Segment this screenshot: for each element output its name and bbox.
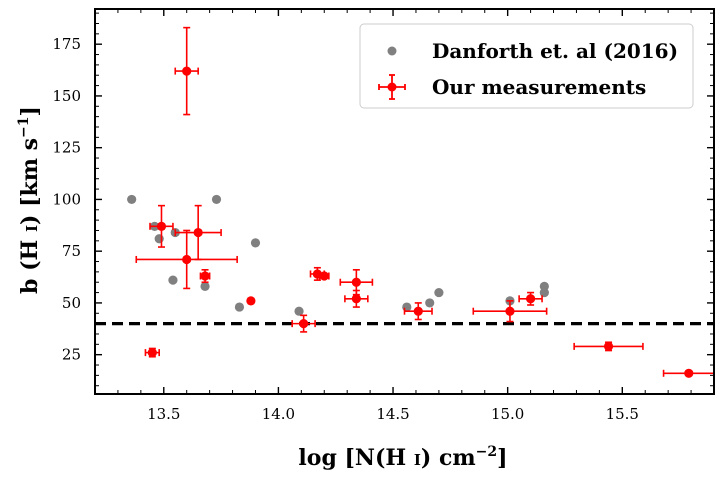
x-tick-label-1: 14.0 <box>262 405 295 423</box>
axes-layer: 13.5 14.0 14.5 15.0 15.5 25 50 75 100 125 150 175 <box>52 8 715 423</box>
measurement-marker-2 <box>182 66 192 76</box>
measurement-marker-1 <box>156 221 167 231</box>
measurement-marker-6 <box>246 296 256 306</box>
x-tick-label-4: 15.5 <box>606 405 639 423</box>
y-axis-title-roman-numeral: I <box>23 225 41 232</box>
x-axis-title-exponent: −2 <box>476 444 497 460</box>
measurement-marker-16 <box>684 368 694 378</box>
danforth-point-12 <box>434 287 444 298</box>
measurement-marker-9 <box>319 271 329 281</box>
measurement-marker-4 <box>193 227 203 238</box>
series-layer <box>127 26 715 378</box>
y-axis-title-exponent: −1 <box>16 116 32 137</box>
danforth-point-10 <box>402 302 412 312</box>
measurement-point-15 <box>573 341 644 352</box>
measurement-point-1 <box>149 204 174 248</box>
legend-label-ours: Our measurements <box>432 75 646 99</box>
measurement-point-13 <box>472 300 548 323</box>
measurement-point-12 <box>403 302 433 321</box>
y-tick-label-6: 175 <box>52 35 81 53</box>
x-axis-title-roman-numeral: I <box>414 451 421 469</box>
y-tick-label-5: 150 <box>52 87 81 105</box>
danforth-point-0 <box>127 194 137 205</box>
danforth-point-8 <box>250 238 261 248</box>
x-tick-label-3: 15.0 <box>491 405 524 423</box>
y-axis-title-part-2: ) [km s <box>17 138 43 225</box>
measurement-marker-7 <box>299 319 309 329</box>
y-tick-label-4: 125 <box>52 139 81 157</box>
measurement-marker-11 <box>351 294 361 304</box>
x-axis-title-part-2: ) cm <box>421 445 476 471</box>
y-tick-label-0: 25 <box>62 346 81 364</box>
measurement-marker-5 <box>200 271 210 281</box>
danforth-point-15 <box>539 287 549 298</box>
danforth-point-6 <box>211 194 222 205</box>
y-tick-label-2: 75 <box>62 242 81 260</box>
measurement-point-6 <box>246 296 256 306</box>
danforth-point-7 <box>234 302 245 312</box>
legend-label-danforth: Danforth et. al (2016) <box>432 39 678 63</box>
y-axis-title-part-1: b (H <box>17 232 43 294</box>
x-axis-title-part-3: ] <box>497 445 507 471</box>
y-tick-label-3: 100 <box>52 190 81 208</box>
measurement-marker-14 <box>525 294 536 304</box>
x-tick-label-0: 13.5 <box>147 405 180 423</box>
measurement-marker-12 <box>413 306 423 316</box>
danforth-point-11 <box>425 298 435 308</box>
y-axis-title: b (H I) [km s−1] <box>16 106 43 294</box>
danforth-point-9 <box>294 306 304 316</box>
danforth-point-2 <box>154 234 164 244</box>
measurement-point-16 <box>662 368 715 378</box>
legend-marker-ours <box>387 82 397 92</box>
measurement-point-0 <box>144 347 160 358</box>
x-axis-title: log [N(H I) cm−2] <box>298 444 507 471</box>
y-tick-label-1: 50 <box>62 294 81 312</box>
danforth-point-5 <box>200 281 210 291</box>
measurement-point-4 <box>174 204 222 261</box>
x-tick-label-2: 14.5 <box>376 405 409 423</box>
measurement-point-11 <box>344 289 369 308</box>
measurement-point-3 <box>135 229 238 290</box>
measurement-marker-15 <box>603 341 614 351</box>
measurement-point-7 <box>291 314 316 333</box>
measurement-marker-3 <box>182 254 192 265</box>
measurement-marker-10 <box>351 277 361 287</box>
measurement-point-5 <box>199 269 211 284</box>
plot-frame <box>94 8 715 395</box>
measurement-point-14 <box>518 291 543 306</box>
measurement-point-2 <box>174 26 199 116</box>
legend-marker-danforth <box>387 46 397 56</box>
x-axis-title-part-1: log [N(H <box>298 445 413 471</box>
measurement-marker-13 <box>505 306 515 316</box>
legend: Danforth et. al (2016) Our measurements <box>359 23 694 109</box>
measurement-point-9 <box>318 271 330 281</box>
danforth-point-3 <box>168 275 178 285</box>
legend-box <box>359 23 694 109</box>
y-axis-title-part-3: ] <box>17 106 43 116</box>
measurement-marker-0 <box>147 348 157 358</box>
